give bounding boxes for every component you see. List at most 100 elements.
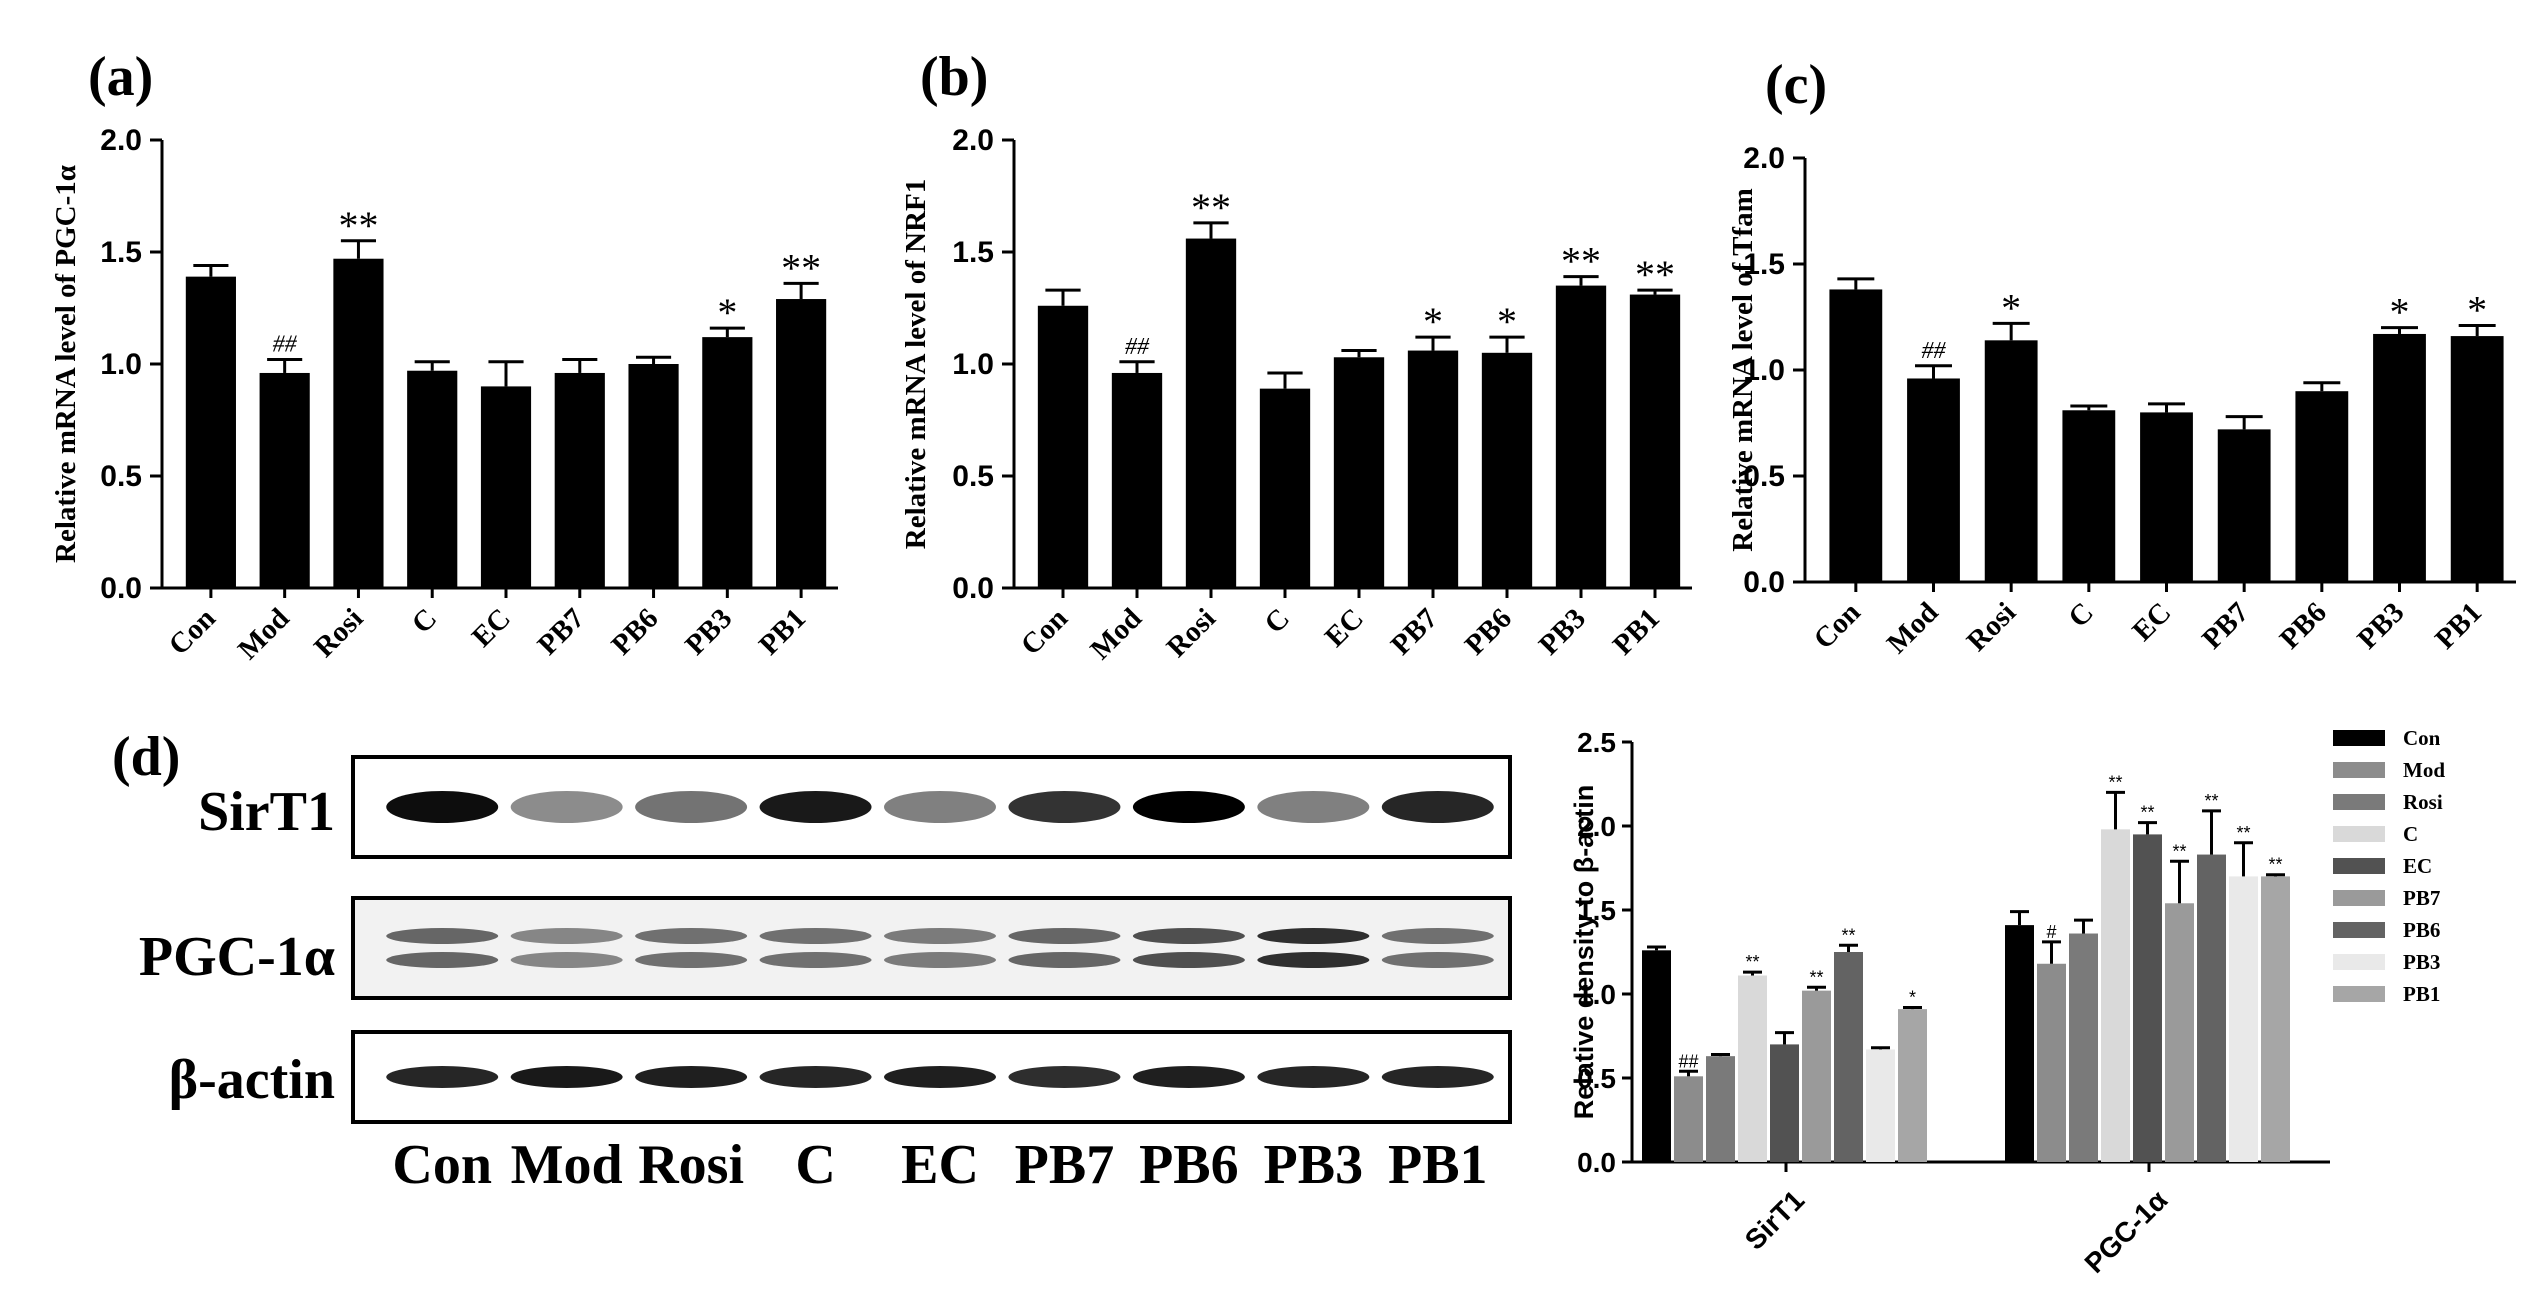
y-tick-label: 0.5 xyxy=(952,460,994,493)
significance-label: ** xyxy=(338,203,378,248)
x-tick-label: PB6 xyxy=(2274,596,2333,655)
x-tick-label: PGC-1α xyxy=(2079,1184,2174,1279)
legend-label: EC xyxy=(2403,854,2432,878)
y-tick-label: 0.5 xyxy=(100,460,142,493)
y-tick-label: 2.5 xyxy=(1577,727,1616,758)
blot-band xyxy=(1381,928,1494,944)
blot-band xyxy=(510,952,623,968)
bar-Rosi xyxy=(333,258,384,588)
blot-band xyxy=(386,952,499,968)
significance-label: ## xyxy=(1678,1051,1698,1071)
x-tick-label: Mod xyxy=(1881,596,1945,660)
bar-PB1 xyxy=(776,299,827,588)
y-axis-label: Relative mRNA level of PGC-1α xyxy=(50,165,82,563)
x-tick-label: Con xyxy=(163,602,222,661)
x-tick-label: C xyxy=(1259,602,1296,639)
bar-Con xyxy=(1037,305,1089,588)
legend-swatch xyxy=(2333,890,2385,906)
bar-PB1 xyxy=(2450,336,2504,582)
significance-label: ** xyxy=(2268,855,2282,875)
significance-label: ** xyxy=(2140,803,2154,823)
blot-band xyxy=(1132,928,1245,944)
significance-label: # xyxy=(2046,922,2056,942)
y-tick-label: 1.5 xyxy=(100,236,142,269)
y-tick-label: 0.0 xyxy=(1577,1147,1616,1178)
x-tick-label: PB3 xyxy=(2351,596,2410,655)
blot-band xyxy=(1132,791,1245,823)
blot-band xyxy=(1257,928,1370,944)
bar-C-PGC-1α xyxy=(2101,829,2130,1162)
legend-label: PB3 xyxy=(2403,950,2440,974)
bar-EC-PGC-1α xyxy=(2133,834,2162,1162)
legend-label: Mod xyxy=(2403,758,2445,782)
panel-letter: (a) xyxy=(88,46,153,108)
blot-band xyxy=(759,928,872,944)
y-axis-label: Relative mRNA level of Tfam xyxy=(1727,188,1759,552)
significance-label: ** xyxy=(2108,772,2122,792)
x-tick-label: Rosi xyxy=(1161,602,1222,663)
x-tick-label: PB7 xyxy=(532,602,591,661)
x-tick-label: Con xyxy=(1808,596,1867,655)
blot-band xyxy=(386,1066,499,1088)
significance-label: * xyxy=(1909,987,1916,1007)
bar-Con xyxy=(185,276,236,588)
x-tick-label: C xyxy=(406,602,443,639)
blot-band xyxy=(759,791,872,823)
y-tick-label: 2.0 xyxy=(1743,142,1785,175)
bar-PB6 xyxy=(628,364,679,588)
legend-label: PB1 xyxy=(2403,982,2440,1006)
bar-Rosi xyxy=(1984,340,2038,582)
legend-label: PB6 xyxy=(2403,918,2440,942)
y-tick-label: 1.5 xyxy=(952,236,994,269)
bar-Mod xyxy=(1111,372,1163,588)
x-tick-label: Rosi xyxy=(1961,596,2022,657)
significance-label: ** xyxy=(2172,841,2186,861)
bar-PB6 xyxy=(2295,391,2349,582)
x-tick-label: Con xyxy=(1015,602,1074,661)
y-tick-label: 1.0 xyxy=(952,348,994,381)
bar-Rosi-PGC-1α xyxy=(2069,933,2098,1162)
lane-label: PB7 xyxy=(1015,1134,1115,1196)
x-tick-label: C xyxy=(2062,596,2099,633)
blot-band xyxy=(759,1066,872,1088)
legend-swatch xyxy=(2333,794,2385,810)
x-tick-label: PB1 xyxy=(753,602,812,661)
significance-label: * xyxy=(717,290,737,335)
blot-band xyxy=(635,1066,748,1088)
blot-band xyxy=(884,952,996,968)
x-tick-label: PB6 xyxy=(605,602,664,661)
lane-label: EC xyxy=(901,1134,979,1196)
blot-band xyxy=(1008,952,1121,968)
bar-Con-PGC-1α xyxy=(2005,925,2034,1162)
lane-label: C xyxy=(795,1134,835,1196)
blot-band xyxy=(1381,791,1494,823)
blot-band xyxy=(759,952,872,968)
bar-EC-SirT1 xyxy=(1770,1044,1799,1162)
blot-band xyxy=(884,1066,996,1088)
bar-C xyxy=(407,370,458,588)
bar-Mod-SirT1 xyxy=(1674,1076,1703,1162)
y-axis-label: Relative mRNA level of NRF1 xyxy=(900,179,932,549)
significance-label: ## xyxy=(1922,338,1947,364)
x-tick-label: PB7 xyxy=(1385,602,1444,661)
legend-swatch xyxy=(2333,730,2385,746)
legend-swatch xyxy=(2333,858,2385,874)
bar-Con xyxy=(1829,289,1883,582)
bar-PB3-SirT1 xyxy=(1866,1049,1895,1162)
blot-band xyxy=(1381,1066,1494,1088)
y-tick-label: 1.5 xyxy=(1743,248,1785,281)
lane-label: PB1 xyxy=(1388,1134,1488,1196)
bar-PB3 xyxy=(702,337,753,588)
x-tick-label: PB6 xyxy=(1459,602,1518,661)
bar-PB1-PGC-1α xyxy=(2261,876,2290,1162)
bar-Rosi xyxy=(1185,238,1237,588)
panel-2: (c) 0.0 0.5 1.0 1.5 2.0 Relative mRNA level of… xyxy=(1727,54,2516,660)
blot-label: PGC-1α xyxy=(139,926,335,988)
lane-label: Con xyxy=(392,1134,492,1196)
y-tick-label: 1.5 xyxy=(1577,895,1616,926)
panel-1: (b) 0.0 0.5 1.0 1.5 2.0 Relative mRNA level of… xyxy=(900,46,1692,666)
bar-PB7 xyxy=(1407,350,1459,588)
blot-band xyxy=(510,1066,623,1088)
bar-Mod xyxy=(1907,378,1960,582)
